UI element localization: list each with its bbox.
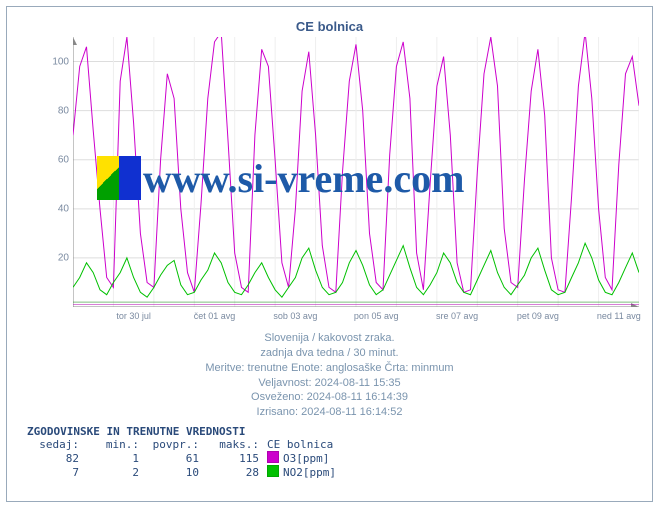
stats-min: 2 <box>87 465 147 479</box>
series-name: O3[ppm] <box>283 452 329 465</box>
y-tick-label: 40 <box>58 203 69 214</box>
stats-max: 28 <box>207 465 267 479</box>
plot-svg <box>73 37 639 307</box>
chart-caption: Slovenija / kakovost zraka. zadnja dva t… <box>7 331 652 420</box>
series-swatch <box>267 465 279 477</box>
x-tick-label: sre 07 avg <box>436 311 478 321</box>
stats-hdr-min: min.: <box>87 438 147 451</box>
series-name: NO2[ppm] <box>283 466 336 479</box>
x-tick-label: ned 11 avg <box>597 311 641 321</box>
caption-line: zadnja dva tedna / 30 minut. <box>7 346 652 361</box>
stats-avg: 61 <box>147 451 207 465</box>
stats-now: 82 <box>27 451 87 465</box>
x-tick-label: tor 30 jul <box>116 311 151 321</box>
x-tick-label: sob 03 avg <box>273 311 317 321</box>
stats-row: 7 2 10 28 NO2[ppm] <box>27 465 344 479</box>
y-tick-label: 20 <box>58 252 69 263</box>
y-tick-label: 60 <box>58 154 69 165</box>
x-tick-label: čet 01 avg <box>194 311 236 321</box>
stats-title: ZGODOVINSKE IN TRENUTNE VREDNOSTI <box>27 425 344 438</box>
stats-min: 1 <box>87 451 147 465</box>
stats-hdr-loc: CE bolnica <box>267 438 344 451</box>
chart-title: CE bolnica <box>7 19 652 34</box>
stats-series-label: NO2[ppm] <box>267 465 344 479</box>
x-tick-label: pon 05 avg <box>354 311 399 321</box>
stats-hdr-max: maks.: <box>207 438 267 451</box>
y-tick-labels: 20 40 60 80 100 <box>37 37 69 307</box>
stats-table: sedaj: min.: povpr.: maks.: CE bolnica 8… <box>27 438 344 479</box>
stats-row: 82 1 61 115 O3[ppm] <box>27 451 344 465</box>
caption-line: Osveženo: 2024-08-11 16:14:39 <box>7 390 652 405</box>
caption-line: Meritve: trenutne Enote: anglosaške Črta… <box>7 361 652 376</box>
stats-block: ZGODOVINSKE IN TRENUTNE VREDNOSTI sedaj:… <box>27 425 344 479</box>
stats-hdr-avg: povpr.: <box>147 438 207 451</box>
caption-line: Izrisano: 2024-08-11 16:14:52 <box>7 405 652 420</box>
plot-area <box>73 37 639 307</box>
y-tick-label: 100 <box>52 56 69 67</box>
stats-hdr-now: sedaj: <box>27 438 87 451</box>
stats-header-row: sedaj: min.: povpr.: maks.: CE bolnica <box>27 438 344 451</box>
x-tick-label: pet 09 avg <box>517 311 559 321</box>
stats-series-label: O3[ppm] <box>267 451 344 465</box>
stats-avg: 10 <box>147 465 207 479</box>
series-swatch <box>267 451 279 463</box>
x-tick-labels: tor 30 jul čet 01 avg sob 03 avg pon 05 avg… <box>73 311 639 325</box>
stats-max: 115 <box>207 451 267 465</box>
caption-line: Veljavnost: 2024-08-11 15:35 <box>7 376 652 391</box>
y-tick-label: 80 <box>58 105 69 116</box>
stats-now: 7 <box>27 465 87 479</box>
caption-line: Slovenija / kakovost zraka. <box>7 331 652 346</box>
chart-frame: CE bolnica www.si-vreme.com 20406080100 … <box>6 6 653 502</box>
